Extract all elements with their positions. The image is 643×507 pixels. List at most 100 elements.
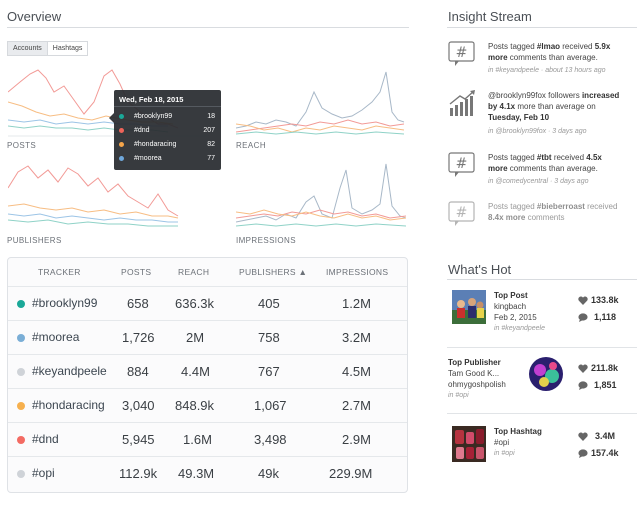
reach-value: 4.4M [181, 364, 210, 379]
reach-value: 848.9k [175, 398, 215, 413]
overview-divider [7, 27, 409, 28]
top-publisher-tag[interactable]: in #opi [448, 392, 469, 399]
header-impressions[interactable]: IMPRESSIONS [326, 267, 389, 277]
top-publisher-label: Top Publisher [448, 358, 501, 367]
tracker-name[interactable]: #keyandpeele [32, 364, 107, 378]
insight-item[interactable]: @brooklyn99fox followers increased by 4.… [448, 90, 628, 138]
series-color-dot [17, 436, 25, 444]
header-publishers[interactable]: PUBLISHERS ▲ [239, 267, 308, 277]
top-hashtag-name[interactable]: #opi [494, 438, 510, 447]
overview-tabs: Accounts Hashtags [7, 41, 89, 56]
top-hashtag-tag[interactable]: in #opi [494, 450, 515, 457]
top-post-label: Top Post [494, 291, 528, 300]
header-reach[interactable]: REACH [178, 267, 210, 277]
whats-hot-divider [447, 279, 637, 280]
publishers-value: 405 [258, 296, 280, 311]
top-post-card[interactable]: Top Post kingbach Feb 2, 2015 in #keyand… [447, 288, 637, 336]
reach-value: 1.6M [183, 432, 212, 447]
posts-value: 3,040 [122, 398, 155, 413]
overview-title: Overview [7, 9, 62, 24]
impressions-series-line [236, 163, 406, 223]
tooltip-value: 82 [207, 141, 215, 148]
publishers-value: 758 [258, 330, 280, 345]
comments-count: 1,118 [594, 312, 617, 322]
tooltip-value: 18 [207, 113, 215, 120]
publishers-series-line [8, 203, 179, 219]
top-hashtag-card[interactable]: Top Hashtag #opi in #opi 3.4M 157.4k [447, 423, 637, 471]
insight-meta: in #keyandpeele · about 13 hours ago [488, 67, 606, 74]
tracker-name[interactable]: #brooklyn99 [32, 296, 98, 310]
header-posts[interactable]: POSTS [121, 267, 152, 277]
tab-hashtags[interactable]: Hashtags [47, 41, 89, 56]
publishers-value: 1,067 [254, 398, 287, 413]
posts-value: 1,726 [122, 330, 155, 345]
hot-card-divider [447, 347, 637, 348]
table-row[interactable]: #keyandpeele 884 4.4M 767 4.5M [8, 354, 407, 388]
tab-accounts[interactable]: Accounts [7, 41, 48, 56]
insight-item[interactable]: # Posts tagged #tbt received 4.5x more c… [448, 152, 628, 192]
insight-stream-title: Insight Stream [448, 9, 532, 24]
top-publisher-handle[interactable]: ohmygoshpolish [448, 380, 506, 389]
table-row[interactable]: #brooklyn99 658 636.3k 405 1.2M [8, 286, 407, 320]
likes-count: 3.4M [595, 431, 616, 441]
impressions-chart[interactable] [236, 158, 406, 234]
tracker-name[interactable]: #dnd [32, 432, 59, 446]
publishers-series-line [8, 165, 179, 217]
hashtag-icon: # [448, 152, 475, 177]
top-post-author[interactable]: kingbach [494, 302, 527, 311]
posts-value: 658 [127, 296, 149, 311]
insight-item[interactable]: # Posts tagged #lmao received 5.9x more … [448, 41, 628, 81]
table-row[interactable]: #opi 112.9k 49.3M 49k 229.9M [8, 456, 407, 490]
impressions-value: 3.2M [342, 330, 371, 345]
impressions-value: 1.2M [342, 296, 371, 311]
top-post-info: Top Post kingbach Feb 2, 2015 in #keyand… [494, 290, 545, 334]
tooltip-tag: #dnd [134, 127, 150, 134]
top-publisher-name[interactable]: Tam Good K... [448, 369, 500, 378]
table-row[interactable]: #dnd 5,945 1.6M 3,498 2.9M [8, 422, 407, 456]
series-color-dot [119, 142, 124, 147]
series-color-dot [17, 300, 25, 308]
posts-chart-label: POSTS [7, 141, 37, 150]
table-row[interactable]: #moorea 1,726 2M 758 3.2M [8, 320, 407, 354]
insight-text: Posts tagged #lmao received 5.9x more co… [488, 42, 611, 62]
svg-text:#: # [456, 45, 468, 61]
series-color-dot [17, 334, 25, 342]
tooltip-tag: #hondaracing [134, 141, 177, 148]
top-publisher-card[interactable]: Top Publisher Tam Good K... ohmygoshpoli… [447, 355, 637, 407]
tooltip-tag: #brooklyn99 [134, 113, 173, 120]
comments-count: 1,851 [594, 380, 617, 390]
hashtag-icon: # [448, 201, 475, 226]
reach-chart[interactable] [236, 62, 406, 140]
tracker-name[interactable]: #opi [32, 466, 55, 480]
table-row[interactable]: #hondaracing 3,040 848.9k 1,067 2.7M [8, 388, 407, 422]
comment-icon [578, 381, 588, 390]
publishers-chart[interactable] [8, 158, 208, 234]
comment-icon [578, 313, 588, 322]
reach-series-line [236, 71, 405, 129]
top-post-tag[interactable]: in #keyandpeele [494, 325, 545, 332]
tracker-name[interactable]: #moorea [32, 330, 80, 344]
series-color-dot [17, 368, 25, 376]
insight-item[interactable]: # Posts tagged #bieberroast received 8.4… [448, 201, 628, 233]
comments-count: 157.4k [591, 448, 619, 458]
tracker-name[interactable]: #hondaracing [32, 398, 105, 412]
tooltip-tag: #moorea [134, 155, 162, 162]
top-post-thumbnail[interactable] [452, 290, 486, 324]
insight-meta: in @brooklyn99fox · 3 days ago [488, 128, 587, 135]
avatar[interactable] [528, 356, 564, 392]
series-color-dot [119, 114, 124, 119]
posts-value: 5,945 [122, 432, 155, 447]
top-hashtag-thumbnail[interactable] [452, 426, 486, 462]
tooltip-value: 207 [203, 127, 215, 134]
hashtag-icon: # [448, 41, 475, 66]
publishers-chart-label: PUBLISHERS [7, 236, 62, 245]
comment-icon [578, 449, 588, 458]
reach-value: 2M [186, 330, 205, 345]
heart-icon [578, 364, 588, 373]
heart-icon [578, 432, 588, 441]
insight-text: @brooklyn99fox followers increased by 4.… [488, 91, 620, 122]
tooltip-row: #dnd 207 [114, 125, 221, 138]
tooltip-caret [109, 113, 114, 123]
heart-icon [578, 296, 588, 305]
header-tracker[interactable]: TRACKER [38, 267, 81, 277]
